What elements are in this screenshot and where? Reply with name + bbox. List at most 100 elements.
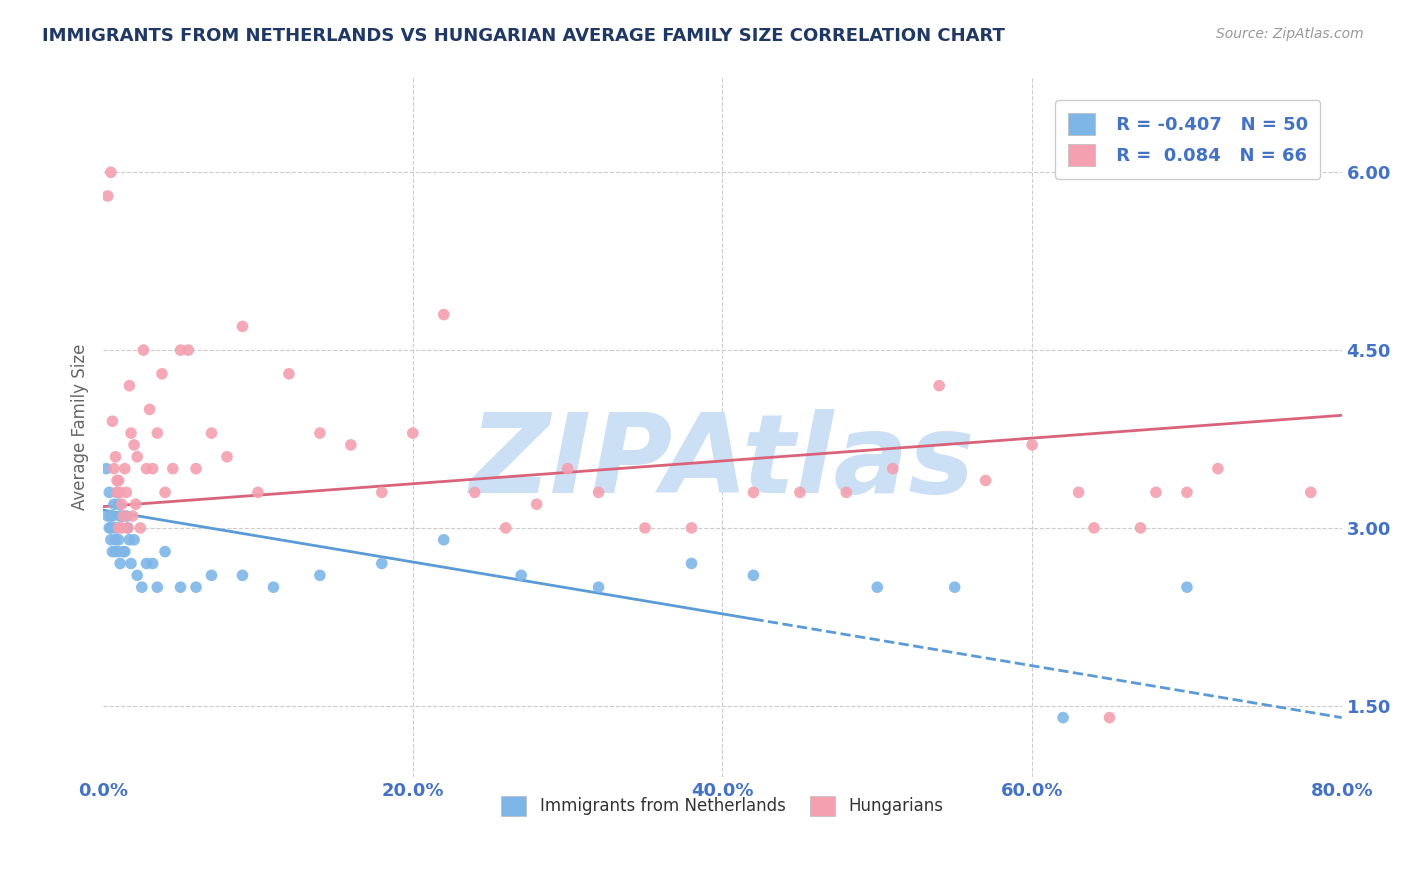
Point xyxy=(112,544,135,558)
Point xyxy=(98,485,121,500)
Point xyxy=(215,450,238,464)
Point xyxy=(108,557,131,571)
Point xyxy=(146,580,169,594)
Point xyxy=(433,533,456,547)
Point xyxy=(153,544,176,558)
Point xyxy=(1083,521,1105,535)
Point xyxy=(131,580,153,594)
Point xyxy=(1098,710,1121,724)
Point xyxy=(928,378,950,392)
Point xyxy=(882,461,904,475)
Point xyxy=(464,485,486,500)
Point xyxy=(100,521,122,535)
Point xyxy=(107,521,129,535)
Point xyxy=(142,461,165,475)
Point xyxy=(371,557,394,571)
Point xyxy=(103,521,125,535)
Point xyxy=(138,402,160,417)
Point xyxy=(111,497,134,511)
Point xyxy=(634,521,657,535)
Point xyxy=(162,461,184,475)
Point xyxy=(105,485,128,500)
Point xyxy=(1175,485,1198,500)
Point xyxy=(108,509,131,524)
Point xyxy=(200,568,222,582)
Point xyxy=(104,544,127,558)
Point xyxy=(789,485,811,500)
Point xyxy=(97,509,120,524)
Point xyxy=(117,521,139,535)
Point xyxy=(114,461,136,475)
Point xyxy=(122,438,145,452)
Point xyxy=(111,521,134,535)
Point xyxy=(943,580,966,594)
Point xyxy=(277,367,299,381)
Point xyxy=(100,165,122,179)
Point xyxy=(100,533,122,547)
Point xyxy=(974,474,997,488)
Point xyxy=(120,426,142,441)
Point xyxy=(101,414,124,428)
Point xyxy=(1129,521,1152,535)
Point xyxy=(107,544,129,558)
Point xyxy=(115,485,138,500)
Point xyxy=(150,367,173,381)
Point xyxy=(184,461,207,475)
Point xyxy=(117,521,139,535)
Point xyxy=(114,544,136,558)
Point xyxy=(169,343,191,357)
Point xyxy=(105,521,128,535)
Point xyxy=(169,580,191,594)
Point xyxy=(231,319,253,334)
Point xyxy=(112,509,135,524)
Point xyxy=(1067,485,1090,500)
Point xyxy=(124,497,146,511)
Point xyxy=(107,497,129,511)
Point xyxy=(588,485,610,500)
Point xyxy=(122,533,145,547)
Point xyxy=(101,544,124,558)
Point xyxy=(1175,580,1198,594)
Point xyxy=(200,426,222,441)
Text: ZIPAtlas: ZIPAtlas xyxy=(470,409,976,516)
Point xyxy=(127,450,149,464)
Point xyxy=(1299,485,1322,500)
Point xyxy=(107,533,129,547)
Point xyxy=(433,308,456,322)
Point xyxy=(742,568,765,582)
Point xyxy=(262,580,284,594)
Point xyxy=(510,568,533,582)
Point xyxy=(1144,485,1167,500)
Point xyxy=(120,557,142,571)
Point xyxy=(1206,461,1229,475)
Point xyxy=(146,426,169,441)
Point xyxy=(742,485,765,500)
Point xyxy=(108,485,131,500)
Point xyxy=(103,497,125,511)
Point xyxy=(402,426,425,441)
Point xyxy=(129,521,152,535)
Point xyxy=(495,521,517,535)
Point xyxy=(121,509,143,524)
Point xyxy=(153,485,176,500)
Point xyxy=(588,580,610,594)
Point xyxy=(127,568,149,582)
Point xyxy=(105,474,128,488)
Point xyxy=(105,485,128,500)
Point xyxy=(246,485,269,500)
Point xyxy=(107,474,129,488)
Point xyxy=(118,378,141,392)
Point xyxy=(100,509,122,524)
Point xyxy=(866,580,889,594)
Point xyxy=(835,485,858,500)
Point xyxy=(557,461,579,475)
Point xyxy=(681,557,703,571)
Text: Source: ZipAtlas.com: Source: ZipAtlas.com xyxy=(1216,27,1364,41)
Point xyxy=(184,580,207,594)
Point xyxy=(231,568,253,582)
Point xyxy=(104,450,127,464)
Point xyxy=(309,568,332,582)
Point xyxy=(142,557,165,571)
Point xyxy=(371,485,394,500)
Point xyxy=(118,533,141,547)
